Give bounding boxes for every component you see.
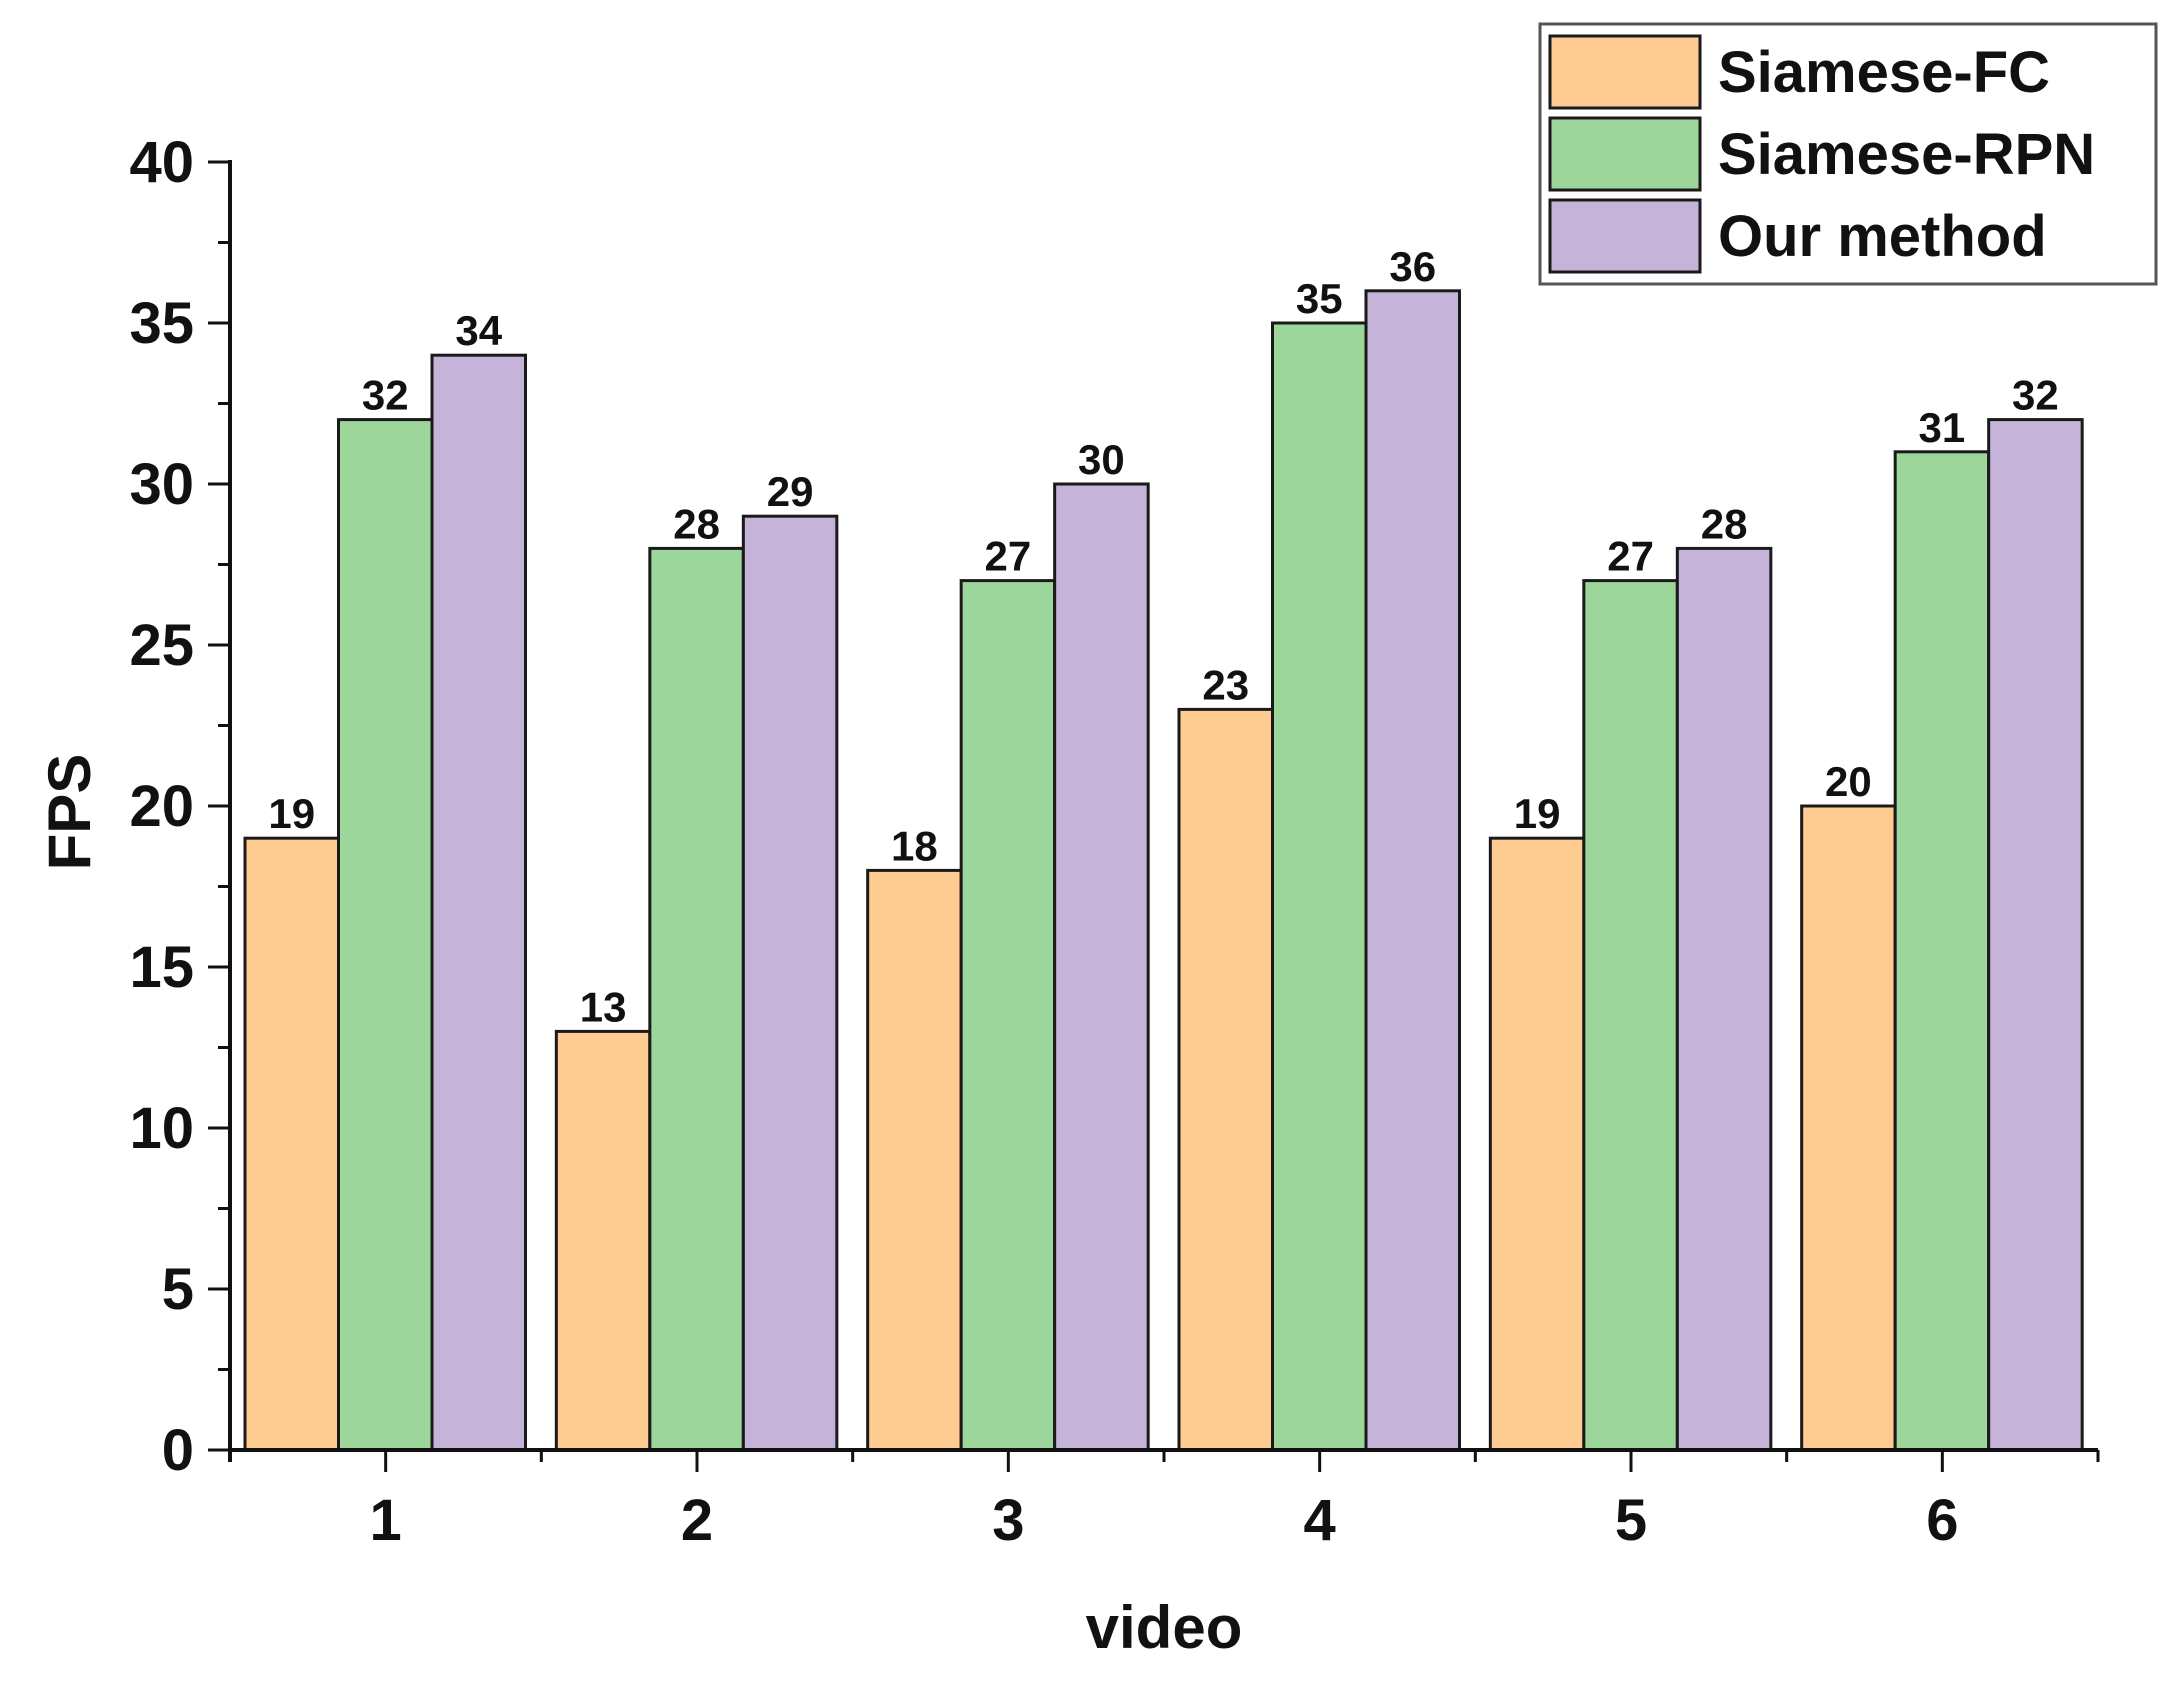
data-label: 18 (891, 822, 938, 869)
x-tick-label: 2 (681, 1488, 713, 1553)
data-label: 32 (2012, 372, 2059, 419)
y-tick-label: 10 (129, 1096, 194, 1161)
legend: Siamese-FC Siamese-RPN Our method (1538, 22, 2158, 286)
legend-swatch (1548, 198, 1702, 274)
legend-swatch (1548, 34, 1702, 110)
data-label: 36 (1389, 243, 1436, 290)
y-tick-label: 15 (129, 935, 194, 1000)
bar (243, 836, 340, 1452)
bar (337, 418, 434, 1452)
data-label: 28 (673, 500, 720, 547)
data-label: 31 (1919, 404, 1966, 451)
data-label: 35 (1296, 275, 1343, 322)
bar (648, 546, 745, 1452)
bar (1675, 546, 1773, 1452)
bar (1893, 450, 1991, 1452)
x-tick-label: 6 (1926, 1488, 1958, 1553)
y-tick-label: 5 (162, 1257, 194, 1322)
bar (554, 1029, 652, 1452)
data-label: 27 (1607, 533, 1654, 580)
bar (1800, 804, 1897, 1452)
y-tick-label: 0 (162, 1418, 194, 1483)
x-tick-label: 4 (1304, 1488, 1336, 1553)
legend-label: Siamese-RPN (1718, 122, 2095, 187)
x-tick-label: 5 (1615, 1488, 1647, 1553)
data-label: 29 (767, 468, 814, 515)
data-label: 30 (1078, 436, 1125, 483)
bar (1053, 482, 1150, 1452)
x-tick-label: 1 (370, 1488, 402, 1553)
bar (959, 579, 1057, 1452)
bar (741, 514, 839, 1452)
labels-layer: 1913182319203228273527313429303628320510… (129, 130, 2058, 1553)
bar (1582, 579, 1679, 1452)
legend-label: Our method (1718, 204, 2047, 269)
data-label: 23 (1202, 661, 1249, 708)
bar (1177, 707, 1274, 1452)
y-tick-label: 35 (129, 291, 194, 356)
y-tick-label: 30 (129, 452, 194, 517)
bars-layer (243, 289, 2084, 1452)
bar (1987, 418, 2084, 1452)
y-tick-label: 20 (129, 774, 194, 839)
bar (1364, 289, 1461, 1452)
legend-swatch (1548, 116, 1702, 192)
y-tick-label: 25 (129, 613, 194, 678)
bar (1488, 836, 1586, 1452)
bar (1271, 321, 1368, 1452)
data-label: 20 (1825, 758, 1872, 805)
data-label: 13 (580, 983, 627, 1030)
data-label: 19 (268, 790, 315, 837)
axes-layer (208, 160, 2100, 1472)
data-label: 27 (985, 533, 1032, 580)
bar (866, 868, 963, 1452)
data-label: 32 (362, 372, 409, 419)
legend-label: Siamese-FC (1718, 40, 2050, 105)
data-label: 28 (1701, 500, 1748, 547)
x-tick-label: 3 (992, 1488, 1024, 1553)
data-label: 34 (455, 307, 502, 354)
y-axis-title: FPS (36, 754, 103, 871)
y-tick-label: 40 (129, 130, 194, 195)
data-label: 19 (1514, 790, 1561, 837)
x-axis-title: video (1086, 1594, 1243, 1661)
bar (430, 353, 527, 1452)
